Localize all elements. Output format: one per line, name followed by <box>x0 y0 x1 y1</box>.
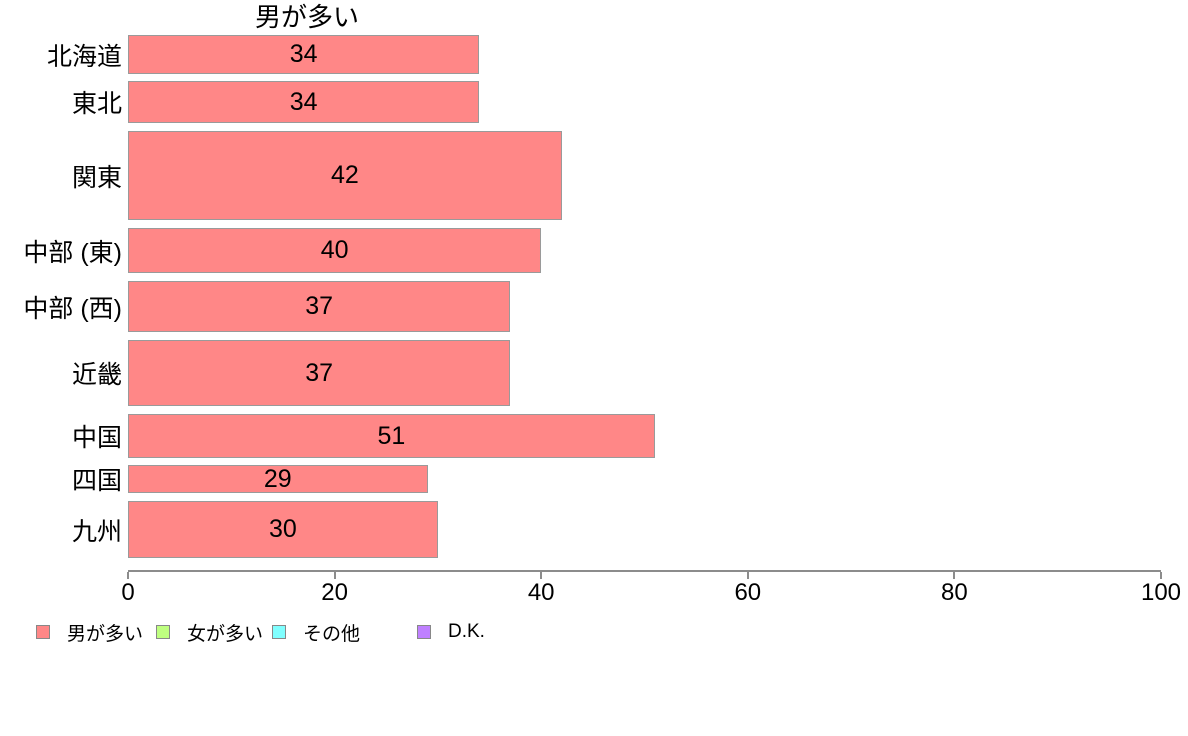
bar: 30 <box>128 501 438 558</box>
x-axis-tick <box>540 572 543 579</box>
legend-label: 男が多い <box>67 623 144 645</box>
value-label: 34 <box>289 40 318 68</box>
bar-row: 四国 29 <box>0 465 1188 495</box>
category-label: 九州 <box>71 517 122 546</box>
value-label: 51 <box>377 421 406 450</box>
bar: 34 <box>128 81 480 123</box>
x-axis-tick <box>746 572 749 579</box>
x-axis-tick-label: 20 <box>321 579 348 606</box>
bar-row: 北海道 34 <box>0 35 1188 74</box>
x-axis-tick-label: 40 <box>527 579 555 606</box>
bar: 51 <box>128 414 655 458</box>
value-label: 37 <box>305 358 333 387</box>
value-label: 42 <box>331 161 359 189</box>
bar-row: 関東 42 <box>0 131 1188 220</box>
value-label: 37 <box>305 292 333 320</box>
bar-row: 中国 51 <box>0 414 1188 458</box>
category-label: 中部 (東) <box>23 238 122 267</box>
bar-row: 中部 (西) 37 <box>0 281 1188 332</box>
x-axis-line <box>128 570 1161 572</box>
value-label: 30 <box>269 515 297 543</box>
x-axis-tick <box>1160 572 1162 579</box>
x-axis-tick-label: 60 <box>734 579 762 606</box>
category-label: 近畿 <box>71 361 122 389</box>
chart-title: 男が多い <box>254 2 360 32</box>
legend-swatch <box>272 625 286 639</box>
legend-swatch <box>36 625 50 639</box>
category-label: 関東 <box>71 163 122 192</box>
bar: 29 <box>128 465 428 493</box>
legend-item: D.K. <box>417 621 485 642</box>
category-label: 東北 <box>71 90 122 118</box>
legend-item: その他 <box>272 622 360 645</box>
bar: 37 <box>128 340 511 406</box>
value-label: 29 <box>263 464 292 493</box>
legend-item: 女が多い <box>156 622 263 645</box>
legend-swatch <box>417 625 431 639</box>
bar: 42 <box>128 131 562 220</box>
category-label: 中国 <box>71 424 122 452</box>
legend-item: 男が多い <box>36 622 143 645</box>
legend-label: その他 <box>303 623 361 645</box>
bar: 37 <box>128 281 511 332</box>
legend-swatch <box>156 625 170 639</box>
bar-row: 九州 30 <box>0 501 1188 558</box>
x-axis-tick-label: 100 <box>1140 579 1182 606</box>
bar-row: 近畿 37 <box>0 340 1188 406</box>
x-axis-tick-label: 80 <box>941 579 968 606</box>
value-label: 34 <box>289 87 318 116</box>
legend-label: D.K. <box>448 621 485 642</box>
bar-row: 中部 (東) 40 <box>0 228 1188 273</box>
x-axis-tick <box>127 572 129 579</box>
legend-label: 女が多い <box>187 623 264 645</box>
x-axis-tick <box>953 572 956 579</box>
x-axis-tick <box>333 572 336 579</box>
category-label: 四国 <box>71 467 122 495</box>
bar: 34 <box>128 35 480 74</box>
bar: 40 <box>128 228 542 273</box>
category-label: 北海道 <box>46 42 122 71</box>
x-axis-tick-label: 0 <box>121 579 135 606</box>
bar-row: 東北 34 <box>0 81 1188 123</box>
category-label: 中部 (西) <box>23 294 122 323</box>
value-label: 40 <box>320 236 349 264</box>
